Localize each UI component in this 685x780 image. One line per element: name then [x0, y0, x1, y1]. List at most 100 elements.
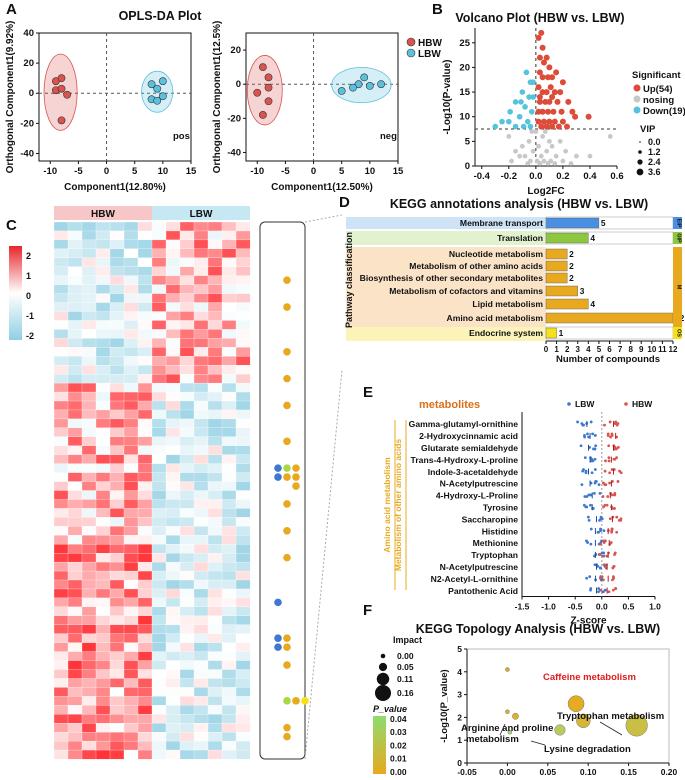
heatmap-cell — [81, 624, 97, 635]
heatmap-cell — [109, 400, 125, 411]
lbw-point — [600, 551, 604, 555]
heatmap-cell — [53, 669, 69, 679]
heatmap-cell — [235, 409, 251, 420]
heatmap-cell — [235, 561, 251, 572]
legend-hbw-label: HBW — [632, 399, 653, 409]
heatmap-cell — [193, 588, 209, 599]
heatmap-cell — [53, 365, 69, 375]
heatmap-cell — [95, 642, 111, 652]
heatmap-cell — [109, 570, 125, 581]
heatmap-cell — [67, 749, 83, 760]
nosig-point — [526, 138, 532, 144]
heatmap-cell — [151, 257, 167, 268]
heatmap-cell — [81, 248, 97, 259]
heatmap-cell — [109, 749, 125, 760]
category-label: Biosynthesis of other secondary metaboli… — [360, 273, 544, 283]
heatmap-cell — [151, 293, 167, 303]
heatmap-cell — [95, 696, 111, 706]
up-point — [569, 108, 576, 115]
heatmap-cell — [151, 445, 167, 456]
heatmap-cell — [81, 615, 97, 626]
heatmap-cell — [151, 400, 167, 411]
heatmap-cell — [235, 257, 251, 268]
heatmap-cell — [95, 454, 111, 465]
opls-title: OPLS-DA Plot — [119, 9, 203, 23]
heatmap-cell — [67, 535, 83, 545]
heatmap-cell — [67, 427, 83, 438]
heatmap-cell — [207, 678, 223, 688]
heatmap-cell — [165, 660, 181, 670]
heatmap-cell — [165, 400, 181, 411]
vip-marker-0 — [639, 141, 641, 143]
heatmap-cell — [179, 696, 195, 706]
x-tick-label: -10 — [43, 166, 57, 177]
heatmap-cell — [67, 365, 83, 375]
down-point — [527, 123, 534, 130]
up-point — [563, 123, 570, 130]
hbw-point — [610, 493, 614, 497]
heatmap-cell — [67, 239, 83, 250]
heatmap-cell — [67, 329, 83, 339]
x-tick-label: 4 — [586, 345, 591, 354]
heatmap-cell — [123, 490, 139, 500]
down-point — [499, 118, 505, 125]
up-point — [551, 89, 558, 96]
y-tick-label: 0 — [29, 88, 34, 99]
heatmap-cell — [123, 347, 139, 357]
heatmap-cell — [221, 606, 237, 617]
heatmap-cell — [109, 239, 125, 250]
heatmap-cell — [221, 221, 237, 232]
heatmap-cell — [95, 732, 111, 742]
heatmap-cell — [221, 561, 237, 572]
heatmap-cell — [109, 320, 125, 330]
heatmap-cell — [193, 678, 209, 688]
down-point — [512, 99, 519, 105]
x-tick-label: 0.0 — [529, 171, 542, 182]
value-label: 2 — [569, 261, 574, 271]
heatmap-cell — [235, 481, 251, 491]
heatmap-cell — [81, 535, 97, 545]
heatmap-cell — [193, 624, 209, 635]
heatmap-cell — [109, 382, 125, 393]
heatmap-cell — [53, 508, 69, 518]
down-point — [522, 104, 528, 110]
heatmap-cell — [151, 481, 167, 491]
y-axis-label: -Log10(P_value) — [439, 669, 450, 742]
heatmap-cell — [53, 624, 69, 635]
heatmap-cell — [109, 544, 125, 554]
heatmap-cell — [123, 499, 139, 509]
heatmap-cell — [137, 239, 153, 250]
heatmap-cell — [165, 275, 181, 286]
up-point — [535, 84, 542, 91]
heatmap-cell — [123, 553, 139, 563]
class-tag — [673, 247, 682, 327]
heatmap-cell — [151, 221, 167, 232]
kegg-annotation-bar-chart: Membrane transport 5 Translation 4 Nucleotid… — [344, 216, 685, 365]
y-tick-label: 20 — [230, 45, 241, 56]
lbw-point — [594, 480, 598, 483]
heatmap-cell — [53, 382, 69, 393]
heatmap-cell — [67, 373, 83, 384]
annotation-dot — [283, 437, 291, 446]
zscore-plot: -1.5 -1.0 -0.5 0.0 0.5 1.0 Z-score LBW HBW Gamma-… — [382, 399, 661, 627]
heatmap-cell — [193, 436, 209, 447]
heatmap-cell — [123, 517, 139, 527]
heatmap-cell — [221, 329, 237, 339]
pathway-point — [505, 709, 510, 714]
class-tag-label: OS — [676, 329, 682, 337]
heatmap-cell — [53, 705, 69, 715]
heatmap-cell — [81, 400, 97, 411]
heatmap-cell — [95, 463, 111, 473]
plot-tag: neg — [380, 131, 397, 142]
annotation-dot — [283, 634, 291, 642]
y-axis-label: Orthogonal Component1(9.92%) — [5, 21, 16, 174]
heatmap-cell — [179, 284, 195, 294]
heatmap-cell — [67, 588, 83, 599]
heatmap-cell — [207, 490, 223, 500]
heatmap-cell — [221, 705, 237, 715]
heatmap-cell — [123, 588, 139, 599]
heatmap-cell — [179, 382, 195, 393]
heatmap-cell — [235, 651, 251, 661]
heatmap-cell — [207, 615, 223, 626]
heatmap-cell — [95, 633, 111, 644]
